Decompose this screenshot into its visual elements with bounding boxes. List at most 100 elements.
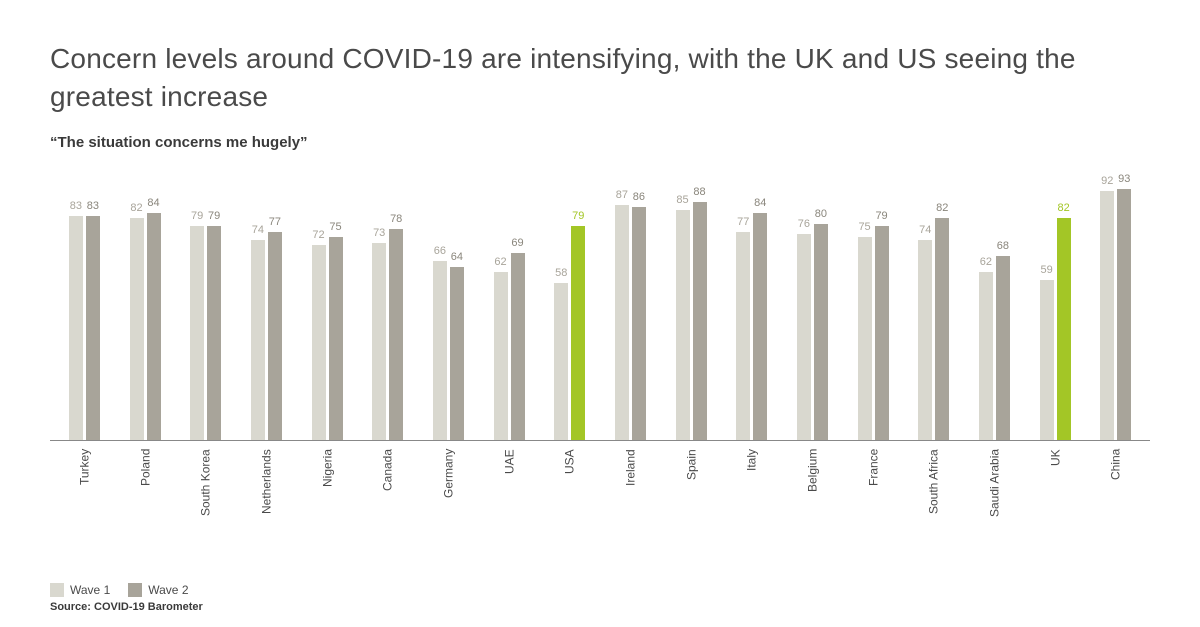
- bar-value-wave2: 82: [1057, 202, 1069, 214]
- x-label: Ireland: [600, 449, 661, 539]
- bar-group: 7477: [236, 232, 297, 440]
- x-label: USA: [539, 449, 600, 539]
- bar-value-wave2: 93: [1118, 173, 1130, 185]
- x-label: China: [1085, 449, 1146, 539]
- bar-group: 7579: [843, 226, 904, 439]
- bar-group: 8284: [115, 213, 176, 440]
- bar-value-wave2: 83: [87, 200, 99, 212]
- bar-wave2: 84: [753, 213, 767, 440]
- bar-group: 7275: [297, 237, 358, 440]
- x-label: Saudi Arabia: [964, 449, 1025, 539]
- chart-subtitle: “The situation concerns me hugely”: [50, 134, 1150, 151]
- x-label: Spain: [661, 449, 722, 539]
- bar-wave1: 92: [1100, 191, 1114, 439]
- legend-label-wave2: Wave 2: [148, 583, 188, 597]
- bar-wave2: 82: [935, 218, 949, 439]
- bar-value-wave1: 82: [130, 202, 142, 214]
- bar-value-wave1: 59: [1040, 264, 1052, 276]
- bar-value-wave2: 82: [936, 202, 948, 214]
- bar-group: 7784: [721, 213, 782, 440]
- chart-container: 8383828479797477727573786664626958798786…: [50, 171, 1150, 539]
- bar-value-wave2: 75: [329, 221, 341, 233]
- bar-group: 8588: [661, 202, 722, 440]
- bar-value-wave1: 75: [858, 221, 870, 233]
- bar-value-wave2: 64: [451, 251, 463, 263]
- bar-chart: 8383828479797477727573786664626958798786…: [50, 171, 1150, 441]
- bar-value-wave1: 76: [798, 218, 810, 230]
- bar-value-wave1: 85: [676, 194, 688, 206]
- bar-wave1: 59: [1040, 280, 1054, 439]
- source-text: Source: COVID-19 Barometer: [50, 601, 203, 613]
- bar-group: 8383: [54, 216, 115, 440]
- bar-value-wave2: 68: [997, 240, 1009, 252]
- bar-wave2: 88: [693, 202, 707, 440]
- x-label: Poland: [115, 449, 176, 539]
- bar-value-wave2: 80: [815, 208, 827, 220]
- bar-value-wave1: 66: [434, 245, 446, 257]
- x-label: South Korea: [175, 449, 236, 539]
- bar-value-wave2: 88: [693, 186, 705, 198]
- bar-value-wave1: 72: [312, 229, 324, 241]
- bar-group: 7482: [903, 218, 964, 439]
- bar-value-wave2: 77: [269, 216, 281, 228]
- bar-value-wave2: 79: [572, 210, 584, 222]
- bar-value-wave1: 62: [980, 256, 992, 268]
- bar-value-wave1: 87: [616, 189, 628, 201]
- bar-value-wave1: 92: [1101, 175, 1113, 187]
- bar-wave2: 79: [875, 226, 889, 439]
- bar-wave2: 83: [86, 216, 100, 440]
- bar-wave1: 58: [554, 283, 568, 440]
- x-axis-labels: TurkeyPolandSouth KoreaNetherlandsNigeri…: [50, 449, 1150, 539]
- bar-wave1: 76: [797, 234, 811, 439]
- legend-swatch-wave1: [50, 583, 64, 597]
- bar-wave2: 69: [511, 253, 525, 439]
- bar-value-wave1: 83: [70, 200, 82, 212]
- bar-wave2: 77: [268, 232, 282, 440]
- bar-value-wave2: 79: [875, 210, 887, 222]
- bar-wave1: 66: [433, 261, 447, 439]
- x-label: France: [843, 449, 904, 539]
- x-label: Italy: [721, 449, 782, 539]
- bar-wave1: 77: [736, 232, 750, 440]
- bar-wave1: 82: [130, 218, 144, 439]
- bar-wave2: 64: [450, 267, 464, 440]
- bar-value-wave1: 58: [555, 267, 567, 279]
- bar-value-wave2: 84: [147, 197, 159, 209]
- bar-value-wave1: 79: [191, 210, 203, 222]
- bar-wave1: 73: [372, 243, 386, 440]
- bar-group: 7378: [357, 229, 418, 440]
- bar-wave2: 78: [389, 229, 403, 440]
- bar-group: 5879: [539, 226, 600, 439]
- bar-wave2: 86: [632, 207, 646, 439]
- bar-wave1: 83: [69, 216, 83, 440]
- x-label: UK: [1025, 449, 1086, 539]
- bar-wave1: 74: [918, 240, 932, 440]
- bar-value-wave1: 73: [373, 227, 385, 239]
- x-label: South Africa: [903, 449, 964, 539]
- chart-title: Concern levels around COVID-19 are inten…: [50, 40, 1150, 116]
- bar-group: 62 69: [479, 253, 540, 439]
- x-label: Germany: [418, 449, 479, 539]
- legend-item-wave2: Wave 2: [128, 583, 188, 597]
- bar-wave2: 79: [207, 226, 221, 439]
- x-label: Nigeria: [297, 449, 358, 539]
- bar-group: 7979: [175, 226, 236, 439]
- bar-wave1: 75: [858, 237, 872, 440]
- bar-group: 6268: [964, 256, 1025, 440]
- bar-value-wave1: 62: [494, 256, 506, 268]
- bar-wave2: 79: [571, 226, 585, 439]
- bar-value-wave2: 69: [511, 237, 523, 249]
- bar-group: 8786: [600, 205, 661, 440]
- bar-wave2: 82: [1057, 218, 1071, 439]
- bar-wave1: 72: [312, 245, 326, 439]
- legend-label-wave1: Wave 1: [70, 583, 110, 597]
- bar-group: 7680: [782, 224, 843, 440]
- bar-wave2: 93: [1117, 189, 1131, 440]
- bar-wave2: 80: [814, 224, 828, 440]
- bar-value-wave2: 86: [633, 191, 645, 203]
- x-label: Canada: [357, 449, 418, 539]
- bar-group: 5982: [1025, 218, 1086, 439]
- legend-item-wave1: Wave 1: [50, 583, 110, 597]
- bar-wave2: 75: [329, 237, 343, 440]
- bar-group: 9293: [1085, 189, 1146, 440]
